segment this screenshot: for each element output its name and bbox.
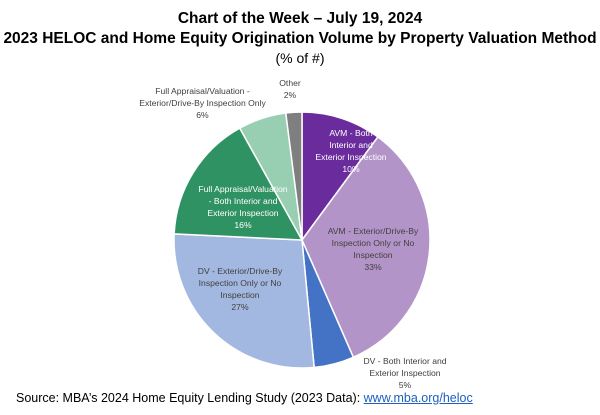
label-line: Inspection Only or No	[198, 278, 282, 288]
label-percent: 6%	[196, 110, 209, 120]
label-percent: 5%	[398, 380, 412, 390]
label-other: Other 2%	[270, 77, 310, 101]
pie-slice	[173, 127, 304, 241]
label-line: Exterior Inspection	[369, 368, 441, 378]
label-line: AVM - Exterior/Drive-By	[327, 226, 419, 236]
label-line: DV - Exterior/Drive-By	[197, 266, 283, 276]
label-percent: 16%	[234, 220, 252, 230]
source-text: Source: MBA’s 2024 Home Equity Lending S…	[16, 391, 364, 405]
label-percent: 33%	[364, 262, 382, 272]
label-line: Inspection	[220, 290, 260, 300]
label-percent: 2%	[283, 90, 297, 100]
label-line: Exterior Inspection	[315, 152, 387, 162]
label-line: Interior and	[329, 140, 373, 150]
label-line: Full Appraisal/Valuation	[198, 184, 288, 194]
label-avm-both: AVM - Both Interior and Exterior Inspect…	[296, 127, 406, 175]
label-line: DV - Both Interior and	[363, 356, 447, 366]
label-percent: 27%	[231, 302, 249, 312]
pie-slices	[173, 111, 431, 369]
pie-slice	[173, 233, 315, 369]
label-line: Other	[279, 78, 301, 88]
label-fa-both: Full Appraisal/Valuation - Both Interior…	[182, 183, 304, 231]
chart-unit: (% of #)	[275, 50, 325, 66]
label-line: AVM - Both	[329, 128, 373, 138]
label-fa-ext: Full Appraisal/Valuation - Exterior/Driv…	[125, 85, 280, 121]
source-link[interactable]: www.mba.org/heloc	[363, 391, 473, 405]
pie-slice	[284, 111, 303, 241]
label-avm-ext: AVM - Exterior/Drive-By Inspection Only …	[308, 225, 438, 273]
label-dv-ext: DV - Exterior/Drive-By Inspection Only o…	[180, 265, 300, 313]
chart-subtitle: 2023 HELOC and Home Equity Origination V…	[3, 30, 597, 47]
label-line: - Both Interior and	[208, 196, 278, 206]
label-percent: 10%	[342, 164, 360, 174]
source-note: Source: MBA’s 2024 Home Equity Lending S…	[16, 391, 473, 405]
label-line: Exterior Inspection	[207, 208, 279, 218]
label-line: Full Appraisal/Valuation -	[155, 86, 250, 96]
label-line: Inspection Only or No	[331, 238, 415, 248]
chart-title: Chart of the Week – July 19, 2024	[177, 10, 423, 27]
pie-slice	[301, 111, 379, 243]
label-line: Inspection	[353, 250, 393, 260]
label-line: Exterior/Drive-By Inspection Only	[139, 98, 266, 108]
label-dv-both: DV - Both Interior and Exterior Inspecti…	[345, 355, 465, 391]
pie-slice	[301, 135, 431, 359]
